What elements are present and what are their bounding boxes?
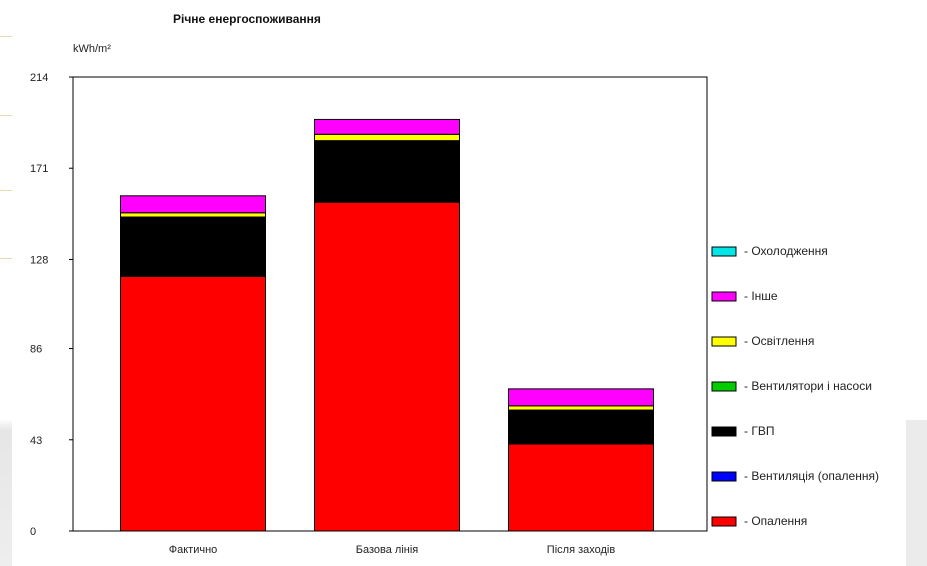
y-tick-label: 214 bbox=[30, 72, 48, 84]
legend-label: - Опалення bbox=[744, 514, 807, 528]
y-tick-label: 86 bbox=[30, 344, 42, 356]
bar-segment bbox=[314, 133, 460, 142]
chart-title: Річне енергоспоживання bbox=[173, 12, 321, 26]
x-category-label: Фактично bbox=[169, 544, 218, 556]
legend-label: - Охолодження bbox=[744, 244, 828, 258]
legend-swatch bbox=[711, 291, 737, 302]
legend-label: - Інше bbox=[744, 289, 778, 303]
legend-swatch bbox=[711, 426, 737, 437]
legend-swatch bbox=[711, 381, 737, 392]
plot-area: 214 171 128 86 43 0 Фактично Базова лінія Після … bbox=[30, 72, 708, 556]
y-tick-label: 128 bbox=[30, 254, 48, 266]
bar-segment bbox=[120, 275, 266, 532]
bar-segment bbox=[314, 201, 460, 532]
bar-segment bbox=[508, 409, 654, 445]
y-tick-label: 43 bbox=[30, 435, 42, 447]
right-window-edge bbox=[906, 420, 927, 566]
y-axis-label: kWh/m² bbox=[73, 43, 111, 55]
x-category-label: Після заходів bbox=[547, 544, 616, 556]
legend-label: - Вентилятори і насоси bbox=[744, 379, 872, 393]
y-tick-label: 171 bbox=[30, 163, 48, 175]
left-edge-line bbox=[0, 115, 12, 116]
bar-segment bbox=[120, 216, 266, 277]
bar-segment bbox=[120, 195, 266, 214]
legend-label: - ГВП bbox=[744, 424, 774, 438]
bar-segment bbox=[508, 405, 654, 411]
legend-label: - Вентиляція (опалення) bbox=[744, 469, 879, 483]
left-window-edge bbox=[0, 0, 12, 566]
left-edge-line bbox=[0, 258, 12, 259]
left-edge-line bbox=[0, 36, 12, 37]
y-tick-label: 0 bbox=[30, 526, 36, 538]
x-category-label: Базова лінія bbox=[356, 544, 419, 556]
legend-swatch bbox=[711, 246, 737, 257]
bar-segment bbox=[120, 212, 266, 218]
bar-segment bbox=[314, 140, 460, 203]
bar-segment bbox=[508, 443, 654, 532]
legend-swatch bbox=[711, 471, 737, 482]
left-edge-line bbox=[0, 190, 12, 191]
legend-swatch bbox=[711, 516, 737, 527]
legend: - Охолодження - Інше - Освітлення - Вентиля… bbox=[711, 244, 879, 528]
legend-label: - Освітлення bbox=[744, 334, 814, 348]
bar-segment bbox=[508, 388, 654, 407]
legend-swatch bbox=[711, 336, 737, 347]
bar-segment bbox=[314, 118, 460, 135]
